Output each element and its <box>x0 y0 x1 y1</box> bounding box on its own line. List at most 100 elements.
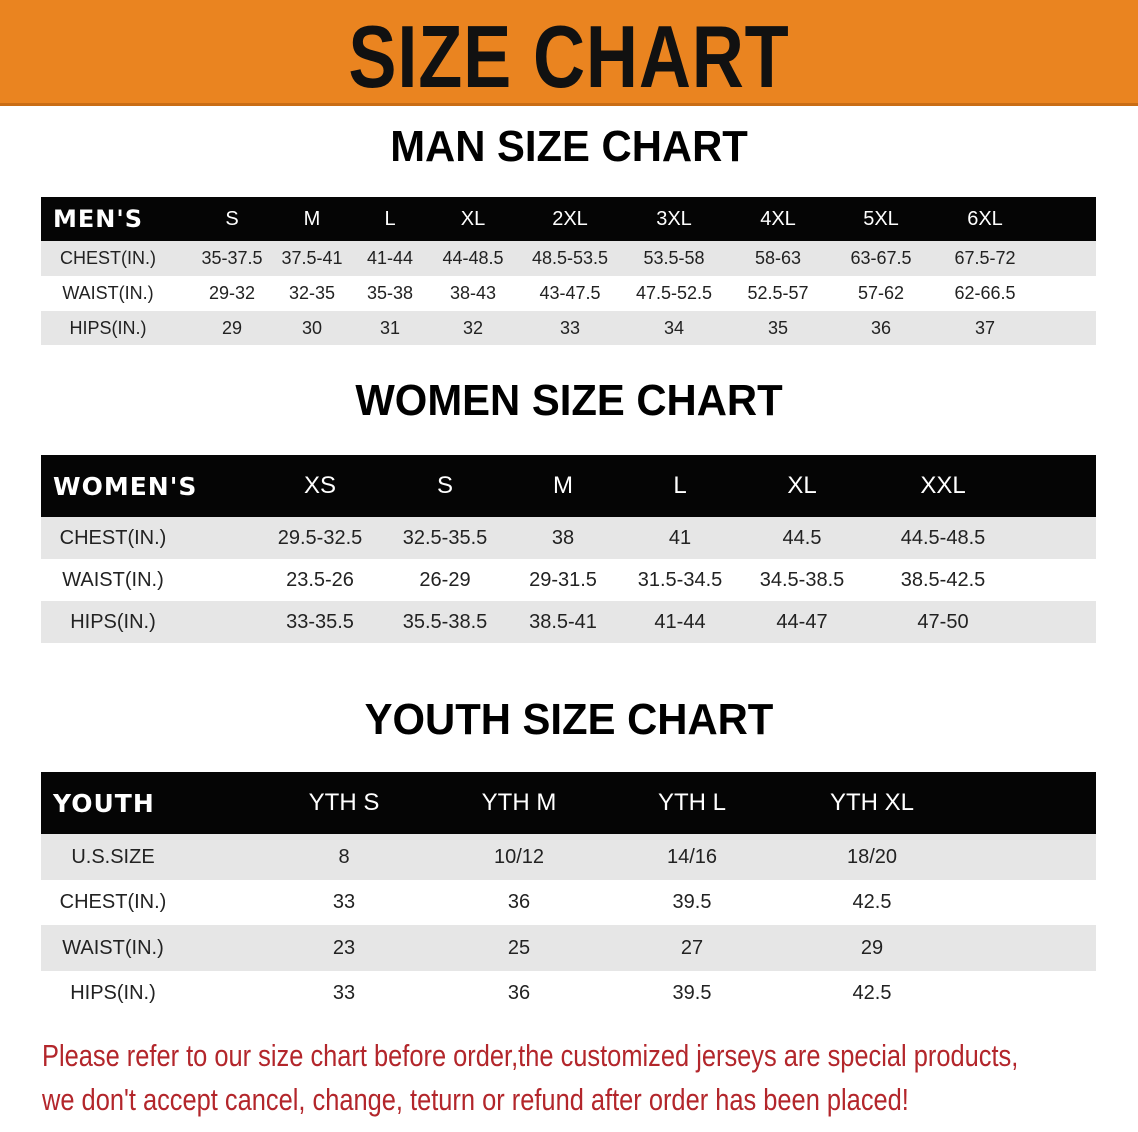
table-cell: 42.5 <box>852 982 892 1004</box>
size-header: YTH M <box>481 789 557 816</box>
table-cell: 25 <box>507 936 531 959</box>
table-cell: 10/12 <box>493 845 545 868</box>
size-header: M <box>553 472 573 499</box>
table-row: WAIST(IN.) 23.5-26 26-29 29-31.5 31.5-34.5 34… <box>41 559 1096 601</box>
table-cell: 35 <box>767 317 789 338</box>
size-header: M <box>303 207 321 230</box>
table-row: WAIST(IN.) 23 25 27 29 <box>41 925 1096 971</box>
table-row: CHEST(IN.) 29.5-32.5 32.5-35.5 38 41 44.5 44.5… <box>41 517 1096 559</box>
table-cell: 26-29 <box>419 568 471 591</box>
table-cell: 29 <box>860 936 884 959</box>
table-cell: 27 <box>680 936 704 959</box>
table-cell: 32 <box>462 317 484 338</box>
row-label: CHEST(IN.) <box>59 526 167 549</box>
table-cell: 38-43 <box>449 283 497 303</box>
size-header: S <box>225 207 239 230</box>
table-cell: 44.5 <box>782 526 822 549</box>
row-label: CHEST(IN.) <box>59 891 167 913</box>
footer-notice-line-2: we don't accept cancel, change, teturn o… <box>42 1082 909 1117</box>
table-row: WAIST(IN.) 29-32 32-35 35-38 38-43 43-47.5 47.… <box>41 276 1096 311</box>
table-cell: 38.5-42.5 <box>900 568 986 591</box>
table-cell: 36 <box>507 982 531 1004</box>
table-cell: 48.5-53.5 <box>531 248 609 268</box>
table-cell: 37.5-41 <box>281 248 343 268</box>
table-row: CHEST(IN.) 35-37.5 37.5-41 41-44 44-48.5 48.5… <box>41 241 1096 276</box>
table-cell: 47-50 <box>917 610 969 633</box>
table-cell: 29-32 <box>208 283 256 303</box>
table-cell: 31.5-34.5 <box>637 568 723 591</box>
row-label: WAIST(IN.) <box>62 283 154 303</box>
men-section-title: MAN SIZE CHART <box>390 122 748 171</box>
row-label: WAIST(IN.) <box>62 568 164 591</box>
table-cell: 23.5-26 <box>286 568 354 591</box>
table-cell: 14/16 <box>666 845 718 868</box>
table-cell: 30 <box>301 317 323 338</box>
table-cell: 58-63 <box>754 248 802 268</box>
table-cell: 41-44 <box>366 248 414 268</box>
table-cell: 8 <box>338 845 350 868</box>
size-header: 6XL <box>967 207 1003 230</box>
table-cell: 34 <box>663 317 685 338</box>
table-cell: 36 <box>507 891 531 913</box>
table-cell: 53.5-58 <box>643 248 705 268</box>
size-header: YTH S <box>308 789 380 816</box>
table-cell: 47.5-52.5 <box>635 283 713 303</box>
banner-title: SIZE CHART <box>348 7 790 106</box>
table-cell: 37 <box>974 317 996 338</box>
table-row: HIPS(IN.) 33-35.5 35.5-38.5 38.5-41 41-44 44-… <box>41 601 1096 643</box>
row-label: HIPS(IN.) <box>69 317 147 338</box>
table-cell: 62-66.5 <box>954 283 1016 303</box>
size-header: 5XL <box>863 207 899 230</box>
table-cell: 44-48.5 <box>442 248 504 268</box>
size-header: 4XL <box>760 207 796 230</box>
row-label: CHEST(IN.) <box>60 248 156 268</box>
table-row: U.S.SIZE 8 10/12 14/16 18/20 <box>41 834 1096 880</box>
table-cell: 35.5-38.5 <box>402 610 488 633</box>
size-header: L <box>384 207 396 230</box>
table-cell: 36 <box>870 317 892 338</box>
table-cell: 44-47 <box>776 610 828 633</box>
table-cell: 39.5 <box>672 891 712 913</box>
table-cell: 23 <box>332 936 356 959</box>
table-cell: 32.5-35.5 <box>402 526 488 549</box>
table-cell: 29 <box>221 317 243 338</box>
row-label: U.S.SIZE <box>71 845 155 868</box>
table-cell: 67.5-72 <box>954 248 1016 268</box>
table-cell: 38.5-41 <box>529 610 597 633</box>
table-cell: 29.5-32.5 <box>277 526 363 549</box>
table-cell: 18/20 <box>846 845 898 868</box>
size-header: S <box>436 472 453 499</box>
table-row: HIPS(IN.) 33 36 39.5 42.5 <box>41 971 1096 1016</box>
men-size-table: MEN'S S M L XL 2XL 3XL 4XL 5XL 6XL CHEST(IN.) 35-37… <box>41 197 1096 345</box>
size-header: 3XL <box>656 207 692 230</box>
table-cell: 34.5-38.5 <box>759 568 845 591</box>
table-cell: 35-37.5 <box>201 248 263 268</box>
size-header: XL <box>460 207 486 230</box>
size-header: L <box>673 472 687 499</box>
table-corner-label: MEN'S <box>53 205 143 233</box>
table-cell: 33 <box>332 891 356 913</box>
table-cell: 33 <box>332 982 356 1004</box>
row-label: HIPS(IN.) <box>70 610 156 633</box>
table-cell: 52.5-57 <box>747 283 809 303</box>
table-cell: 33 <box>559 317 581 338</box>
table-cell: 42.5 <box>852 891 892 913</box>
table-cell: 57-62 <box>857 283 905 303</box>
footer-notice-line-1: Please refer to our size chart before or… <box>42 1038 1019 1073</box>
table-corner-label: YOUTH <box>53 788 155 818</box>
table-corner-label: WOMEN'S <box>53 471 198 501</box>
banner: SIZE CHART <box>0 0 1138 106</box>
table-row: HIPS(IN.) 29 30 31 32 33 34 35 36 37 <box>41 311 1096 345</box>
table-cell: 41 <box>668 526 692 549</box>
table-cell: 32-35 <box>288 283 336 303</box>
table-cell: 41-44 <box>654 610 706 633</box>
table-row: CHEST(IN.) 33 36 39.5 42.5 <box>41 880 1096 925</box>
women-section-title: WOMEN SIZE CHART <box>355 376 783 425</box>
size-header: XXL <box>920 472 966 499</box>
table-cell: 38 <box>551 526 575 549</box>
table-cell: 29-31.5 <box>529 568 597 591</box>
row-label: HIPS(IN.) <box>70 982 156 1004</box>
table-cell: 35-38 <box>366 283 414 303</box>
table-cell: 39.5 <box>672 982 712 1004</box>
size-header: YTH L <box>657 789 726 816</box>
